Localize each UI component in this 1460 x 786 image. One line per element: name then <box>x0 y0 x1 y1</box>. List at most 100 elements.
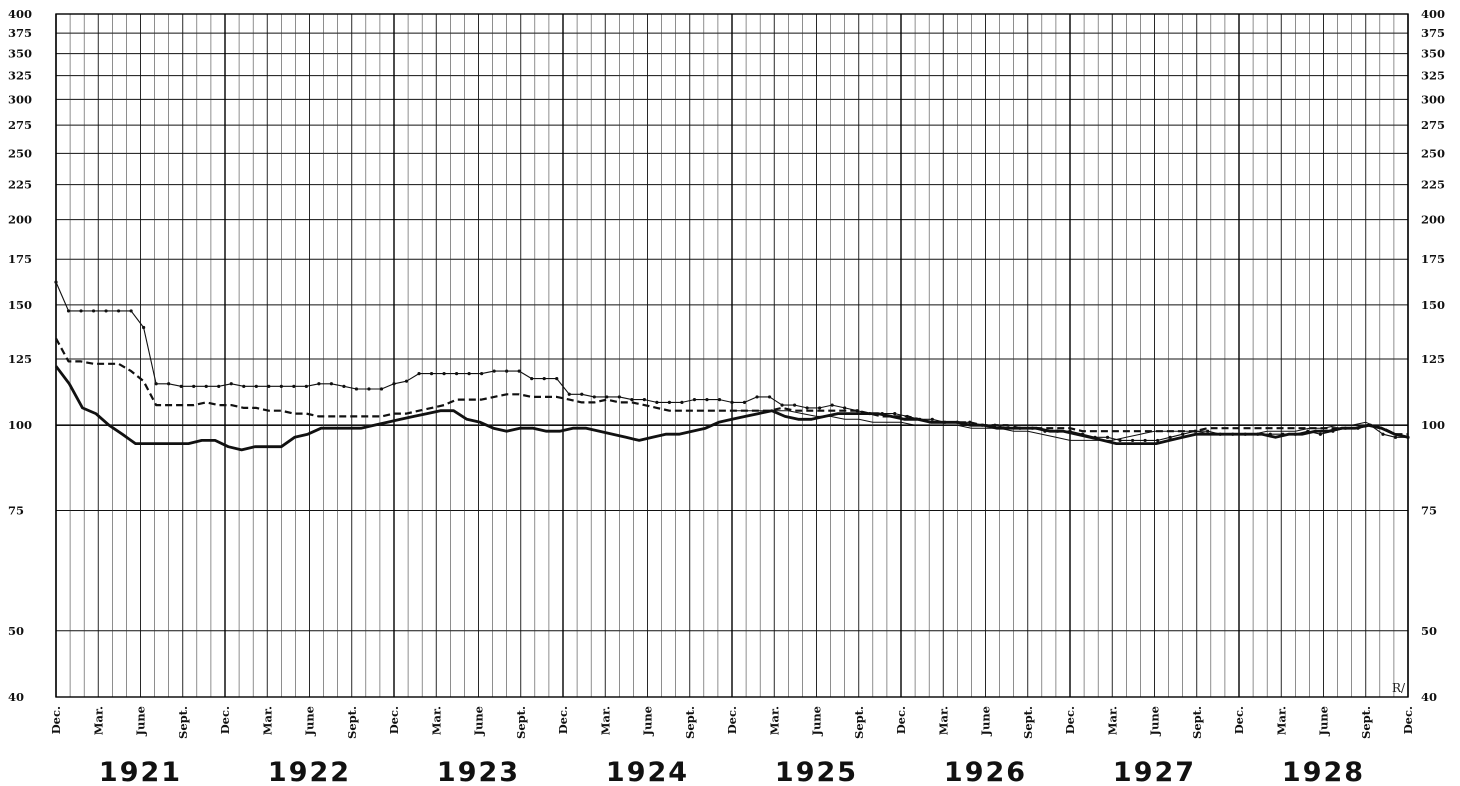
y-tick-label-left: 225 <box>8 178 32 192</box>
y-tick-label-left: 150 <box>8 298 32 312</box>
month-label: Dec. <box>49 706 63 734</box>
series-point <box>254 384 258 388</box>
series-point <box>530 377 534 381</box>
series-point <box>755 395 759 399</box>
series-point <box>1393 435 1398 439</box>
series-point <box>805 406 809 410</box>
series-point <box>1168 435 1172 439</box>
series-point <box>780 403 784 407</box>
series-line-thin <box>732 410 1409 441</box>
series-point <box>1206 429 1210 433</box>
series-point <box>542 377 546 381</box>
y-tick-label-left: 350 <box>8 47 32 61</box>
y-tick-label-right: 175 <box>1421 252 1445 266</box>
y-tick-label-left: 50 <box>8 624 24 638</box>
month-label: Mar. <box>1274 706 1288 735</box>
series-point <box>605 395 609 399</box>
month-label: Dec. <box>894 706 908 734</box>
series-point <box>705 398 709 402</box>
series-point <box>1105 435 1110 439</box>
series-point <box>429 372 434 376</box>
y-tick-label-left: 40 <box>8 690 24 704</box>
y-tick-label-right: 250 <box>1421 146 1445 160</box>
month-label: Mar. <box>936 706 950 735</box>
year-label: 1921 <box>99 757 182 786</box>
y-tick-label-right: 50 <box>1421 624 1437 638</box>
y-tick-label-right: 300 <box>1421 92 1445 106</box>
series-point <box>930 417 934 421</box>
x-axis-month-labels: Dec. Mar. June Sept. Dec. Mar. June Sept. Dec. Ma… <box>49 706 1415 739</box>
y-tick-label-left: 200 <box>8 213 32 227</box>
series-point <box>617 395 621 399</box>
y-tick-label-right: 40 <box>1421 690 1437 704</box>
series-point <box>292 384 296 388</box>
month-label: Dec. <box>1063 706 1077 734</box>
series-point <box>1156 438 1160 443</box>
series-point <box>717 398 722 402</box>
series-point <box>1381 432 1385 436</box>
series-point <box>818 406 822 410</box>
y-tick-label-right: 150 <box>1421 298 1445 312</box>
series-point <box>555 377 559 381</box>
y-tick-label-left: 400 <box>8 7 32 21</box>
series-point <box>242 384 246 388</box>
series-point <box>379 387 384 391</box>
series-point <box>104 309 108 313</box>
series-point <box>792 403 797 407</box>
series-point <box>192 384 196 388</box>
series-point <box>667 400 672 404</box>
series-point <box>329 382 334 386</box>
month-label: Sept. <box>176 706 190 739</box>
year-label: 1927 <box>1113 757 1196 786</box>
series-point <box>567 392 571 396</box>
series-point <box>91 309 96 313</box>
series-point <box>217 384 221 388</box>
month-label: Sept. <box>1359 706 1373 739</box>
series-point <box>630 398 634 402</box>
y-tick-label-right: 75 <box>1421 504 1437 518</box>
year-label: 1924 <box>606 757 689 786</box>
series-point <box>267 384 271 388</box>
y-tick-label-right: 325 <box>1421 69 1445 83</box>
month-label: Mar. <box>767 706 781 735</box>
series-point <box>742 400 747 404</box>
year-label: 1928 <box>1282 757 1365 786</box>
y-tick-label-right: 200 <box>1421 213 1445 227</box>
series-point <box>1318 432 1322 436</box>
plot-frame <box>55 13 1409 698</box>
series-point <box>517 369 521 373</box>
series-point <box>730 400 734 404</box>
y-tick-label-left: 275 <box>8 118 32 132</box>
month-label: Sept. <box>852 706 866 739</box>
series-point <box>893 411 897 416</box>
y-tick-label-left: 175 <box>8 252 32 266</box>
y-tick-label-right: 275 <box>1421 118 1445 132</box>
series-point <box>442 372 446 376</box>
month-label: Dec. <box>1401 706 1415 734</box>
month-label: Sept. <box>1021 706 1035 739</box>
month-label: Mar. <box>1105 706 1119 735</box>
series-point <box>843 406 847 410</box>
year-label: 1922 <box>268 757 351 786</box>
series-point <box>1118 438 1122 443</box>
y-tick-label-left: 375 <box>8 26 32 40</box>
y-axis-right: 40 50 75 100 125 150 175 200 225 250 275 300 325 350 3… <box>1421 7 1445 704</box>
x-axis-year-labels: 1921 1922 1923 1924 1925 1926 1927 1928 <box>99 757 1365 786</box>
series-point <box>304 384 308 388</box>
month-label: Dec. <box>218 706 232 734</box>
month-label: Dec. <box>387 706 401 734</box>
month-label: June <box>1148 706 1162 736</box>
month-label: Dec. <box>1232 706 1246 734</box>
vertical-gridlines <box>55 13 1409 698</box>
series-point <box>404 379 409 383</box>
y-tick-label-left: 325 <box>8 69 32 83</box>
month-label: Mar. <box>91 706 105 735</box>
series-point <box>1181 432 1185 436</box>
y-tick-label-left: 100 <box>8 418 32 432</box>
month-label: June <box>810 706 824 736</box>
series-point <box>367 387 371 391</box>
month-label: June <box>134 706 148 736</box>
series-line-thick <box>54 365 1409 452</box>
series-point <box>66 309 71 313</box>
